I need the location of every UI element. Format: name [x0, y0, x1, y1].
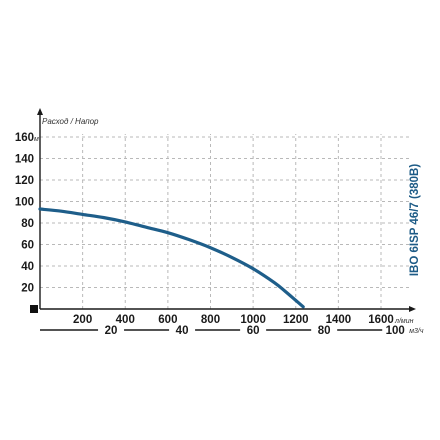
x-axis-arrow — [409, 306, 416, 312]
x2-tick-bg — [382, 323, 409, 337]
axis-title: Расход / Напор — [42, 117, 99, 126]
grid — [40, 134, 410, 309]
x2-tick-bg — [169, 323, 196, 337]
head-flow-curve — [38, 207, 305, 309]
y-axis-arrow — [37, 108, 43, 115]
x-tick-label: 800 — [201, 314, 220, 326]
y-tick-label: 160 — [15, 132, 34, 144]
y-unit-label: м — [34, 136, 39, 143]
y-tick-label: 100 — [15, 197, 34, 209]
series-layer — [38, 207, 305, 309]
x2-tick-bg — [240, 323, 267, 337]
x-tick-label: 200 — [73, 314, 92, 326]
x-tick-label: 1200 — [283, 314, 309, 326]
axes — [30, 108, 416, 333]
y-tick-label: 80 — [21, 218, 34, 230]
x2-tick-bg — [98, 323, 125, 337]
x2-tick-label: 40 — [176, 325, 189, 337]
y-tick-label: 120 — [15, 175, 34, 187]
origin-marker — [30, 305, 38, 313]
x2-tick-label: 20 — [105, 325, 118, 337]
y-tick-label: 40 — [21, 261, 34, 273]
y-tick-label: 20 — [21, 283, 34, 295]
x2-tick-bg — [311, 323, 338, 337]
x2-unit-bg — [407, 324, 432, 336]
y-tick-label: 140 — [15, 154, 34, 166]
model-label: IBO 6ISP 46/7 (380B) — [409, 164, 421, 276]
x2-tick-label: 80 — [318, 325, 331, 337]
y-tick-label: 60 — [21, 240, 34, 252]
x2-unit-label: м3/ч — [409, 328, 424, 335]
x2-tick-label: 100 — [386, 325, 405, 337]
x-unit-label: л/мин — [394, 318, 414, 325]
x2-tick-label: 60 — [247, 325, 260, 337]
